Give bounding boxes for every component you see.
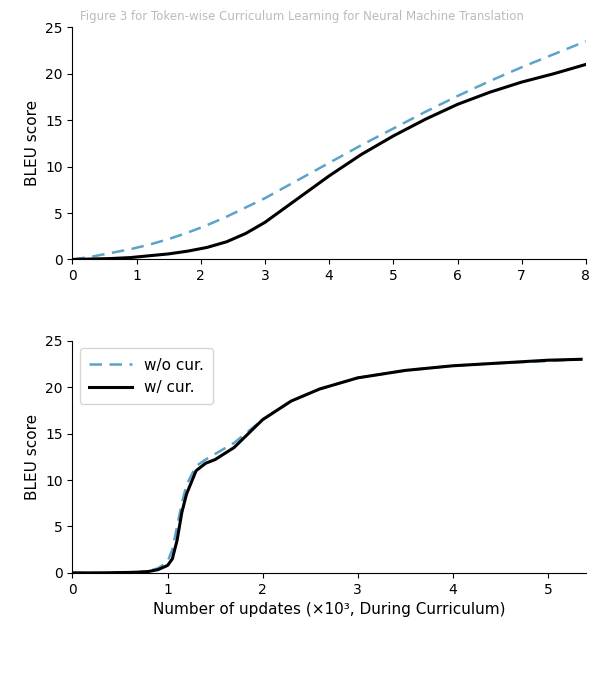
w/ cur. [454, 100, 461, 108]
w/o cur. [544, 357, 551, 366]
w/ cur. [178, 508, 185, 516]
w/ cur. [183, 490, 190, 498]
w/o cur. [178, 499, 185, 507]
Legend: w/o cur., w/ cur.: w/o cur., w/ cur. [80, 349, 213, 404]
w/ cur. [146, 252, 153, 260]
w/o cur. [202, 456, 209, 464]
w/o cur. [518, 63, 525, 72]
w/o cur. [173, 522, 181, 531]
w/ cur. [145, 567, 152, 576]
w/o cur. [184, 228, 191, 237]
w/ cur. [223, 238, 230, 246]
w/o cur. [145, 567, 152, 575]
w/o cur. [486, 77, 493, 85]
w/o cur. [262, 194, 269, 203]
w/o cur. [582, 37, 590, 45]
w/o cur. [155, 564, 162, 572]
Y-axis label: BLEU score: BLEU score [25, 414, 40, 500]
w/o cur. [69, 569, 76, 577]
w/ cur. [422, 115, 429, 123]
w/o cur. [146, 241, 153, 249]
w/ cur. [358, 151, 365, 159]
w/ cur. [262, 218, 269, 226]
w/o cur. [164, 558, 171, 566]
Text: Figure 3 for Token-wise Curriculum Learning for Neural Machine Translation: Figure 3 for Token-wise Curriculum Learn… [80, 10, 524, 23]
Line: w/o cur.: w/o cur. [72, 41, 586, 259]
w/ cur. [165, 250, 172, 258]
w/o cur. [165, 235, 172, 243]
w/ cur. [582, 60, 590, 68]
w/o cur. [204, 221, 211, 229]
w/o cur. [577, 355, 585, 364]
w/ cur. [164, 561, 171, 569]
w/ cur. [231, 443, 238, 451]
w/o cur. [231, 439, 238, 447]
w/ cur. [518, 78, 525, 86]
w/ cur. [577, 355, 585, 364]
w/o cur. [108, 249, 115, 257]
w/o cur. [354, 374, 361, 382]
w/ cur. [326, 172, 333, 180]
w/o cur. [88, 252, 95, 261]
w/ cur. [316, 385, 323, 393]
w/ cur. [97, 569, 104, 577]
w/o cur. [69, 255, 76, 263]
w/ cur. [242, 229, 249, 237]
w/o cur. [193, 462, 200, 470]
w/ cur. [127, 254, 134, 262]
w/ cur. [211, 456, 219, 464]
w/o cur. [127, 245, 134, 253]
w/ cur. [169, 555, 176, 563]
Y-axis label: BLEU score: BLEU score [25, 100, 40, 186]
w/ cur. [449, 361, 457, 370]
w/ cur. [69, 569, 76, 577]
w/o cur. [288, 397, 295, 405]
Line: w/ cur.: w/ cur. [72, 359, 581, 573]
w/ cur. [390, 132, 397, 140]
w/o cur. [126, 568, 133, 576]
w/o cur. [242, 203, 249, 211]
X-axis label: Number of updates (×10³, During Curriculum): Number of updates (×10³, During Curricul… [153, 602, 506, 617]
w/ cur. [202, 459, 209, 467]
w/o cur. [550, 50, 557, 58]
w/ cur. [259, 415, 266, 424]
w/ cur. [496, 359, 504, 367]
w/o cur. [326, 159, 333, 167]
w/o cur. [135, 568, 143, 576]
Line: w/o cur.: w/o cur. [72, 359, 581, 573]
w/ cur. [184, 247, 191, 255]
w/ cur. [402, 366, 409, 374]
w/ cur. [544, 356, 551, 364]
w/o cur. [97, 569, 104, 577]
w/ cur. [204, 243, 211, 252]
w/o cur. [169, 546, 176, 554]
w/o cur. [496, 359, 504, 367]
w/o cur. [259, 415, 266, 424]
w/o cur. [316, 385, 323, 393]
w/o cur. [358, 141, 365, 149]
w/ cur. [69, 255, 76, 263]
w/ cur. [108, 254, 115, 263]
w/ cur. [155, 565, 162, 574]
w/ cur. [88, 255, 95, 263]
w/ cur. [288, 397, 295, 405]
w/ cur. [294, 195, 301, 203]
w/o cur. [211, 450, 219, 458]
Line: w/ cur.: w/ cur. [72, 64, 586, 259]
w/ cur. [550, 70, 557, 78]
w/o cur. [402, 366, 409, 374]
w/ cur. [173, 536, 181, 544]
w/o cur. [183, 481, 190, 489]
w/o cur. [449, 361, 457, 370]
w/o cur. [223, 213, 230, 221]
w/o cur. [294, 177, 301, 185]
w/ cur. [135, 568, 143, 576]
w/ cur. [193, 466, 200, 475]
w/o cur. [422, 108, 429, 116]
w/ cur. [354, 374, 361, 382]
w/ cur. [126, 568, 133, 576]
w/ cur. [486, 88, 493, 96]
w/o cur. [454, 92, 461, 100]
w/o cur. [390, 124, 397, 132]
